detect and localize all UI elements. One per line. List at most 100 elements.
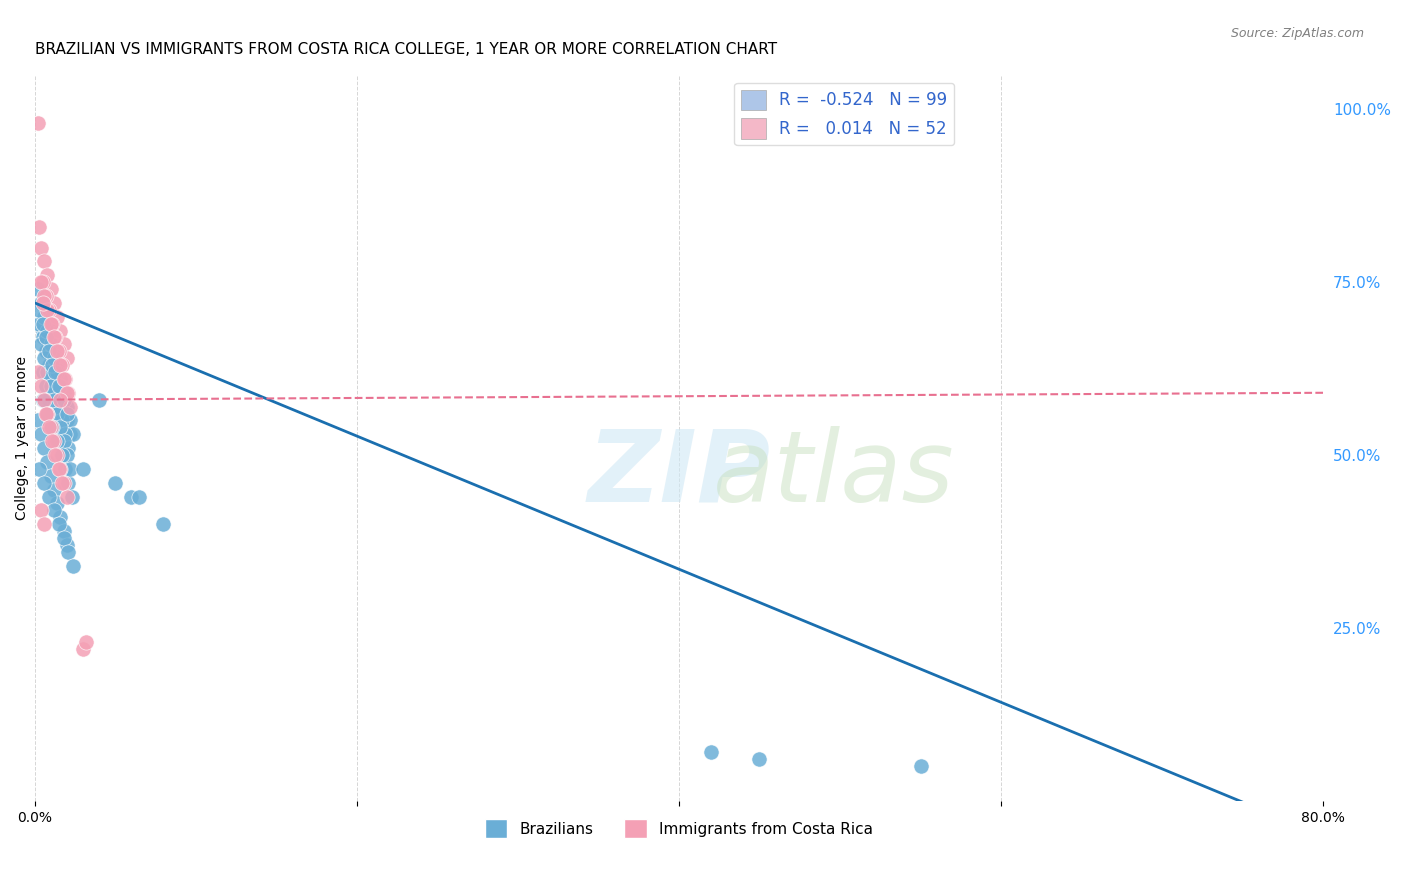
Point xyxy=(51,475,73,490)
Point xyxy=(27,116,49,130)
Point xyxy=(46,358,69,372)
Point xyxy=(37,302,59,317)
Point xyxy=(62,427,84,442)
Point xyxy=(32,289,55,303)
Point xyxy=(52,524,75,538)
Point xyxy=(49,392,72,407)
Point xyxy=(49,392,72,407)
Point xyxy=(55,385,77,400)
Point xyxy=(30,296,52,310)
Point xyxy=(30,379,52,393)
Text: BRAZILIAN VS IMMIGRANTS FROM COSTA RICA COLLEGE, 1 YEAR OR MORE CORRELATION CHAR: BRAZILIAN VS IMMIGRANTS FROM COSTA RICA … xyxy=(35,42,776,57)
Point xyxy=(49,324,72,338)
Point xyxy=(72,462,94,476)
Point xyxy=(44,420,66,434)
Point xyxy=(53,462,76,476)
Point xyxy=(27,365,49,379)
Point xyxy=(52,337,75,351)
Point xyxy=(53,372,76,386)
Point xyxy=(49,462,72,476)
Point xyxy=(55,407,77,421)
Point xyxy=(37,407,59,421)
Point xyxy=(59,400,82,414)
Point xyxy=(37,365,59,379)
Point xyxy=(37,455,59,469)
Point xyxy=(30,427,52,442)
Point xyxy=(35,379,58,393)
Point xyxy=(49,379,72,393)
Point xyxy=(27,413,49,427)
Point xyxy=(32,441,55,455)
Point xyxy=(38,420,60,434)
Point xyxy=(59,413,82,427)
Point xyxy=(49,510,72,524)
Legend: Brazilians, Immigrants from Costa Rica: Brazilians, Immigrants from Costa Rica xyxy=(478,814,879,844)
Point xyxy=(700,746,723,760)
Point xyxy=(31,392,53,407)
Point xyxy=(55,448,77,462)
Point xyxy=(28,317,51,331)
Point xyxy=(44,385,66,400)
Point xyxy=(60,490,83,504)
Point xyxy=(62,558,84,573)
Point xyxy=(39,324,62,338)
Point xyxy=(44,448,66,462)
Point xyxy=(41,407,63,421)
Point xyxy=(55,400,77,414)
Point xyxy=(39,468,62,483)
Point xyxy=(37,268,59,283)
Point xyxy=(39,317,62,331)
Point xyxy=(52,400,75,414)
Point xyxy=(30,240,52,254)
Point xyxy=(52,385,75,400)
Point xyxy=(38,344,60,359)
Point xyxy=(37,324,59,338)
Point xyxy=(32,310,55,324)
Point xyxy=(37,310,59,324)
Point xyxy=(55,490,77,504)
Point xyxy=(35,330,58,344)
Point xyxy=(910,759,932,773)
Point xyxy=(104,475,127,490)
Point xyxy=(48,400,70,414)
Point xyxy=(32,351,55,366)
Point xyxy=(39,282,62,296)
Point xyxy=(55,413,77,427)
Point xyxy=(72,641,94,656)
Point xyxy=(46,344,69,359)
Point xyxy=(41,358,63,372)
Point xyxy=(46,407,69,421)
Point xyxy=(42,344,65,359)
Point xyxy=(48,344,70,359)
Point xyxy=(46,434,69,449)
Point xyxy=(48,462,70,476)
Point xyxy=(28,462,51,476)
Point xyxy=(38,490,60,504)
Y-axis label: College, 1 year or more: College, 1 year or more xyxy=(15,356,30,520)
Point xyxy=(52,475,75,490)
Point xyxy=(46,496,69,510)
Point xyxy=(35,289,58,303)
Point xyxy=(44,365,66,379)
Point xyxy=(51,413,73,427)
Point xyxy=(52,531,75,545)
Point xyxy=(52,392,75,407)
Point xyxy=(39,337,62,351)
Point xyxy=(49,420,72,434)
Point xyxy=(38,392,60,407)
Point xyxy=(58,475,80,490)
Point xyxy=(49,358,72,372)
Point xyxy=(52,372,75,386)
Point xyxy=(128,490,150,504)
Point xyxy=(32,254,55,268)
Point xyxy=(58,385,80,400)
Point xyxy=(52,434,75,449)
Point xyxy=(41,317,63,331)
Point xyxy=(42,483,65,497)
Point xyxy=(120,490,142,504)
Point xyxy=(46,365,69,379)
Point xyxy=(32,517,55,532)
Point xyxy=(28,302,51,317)
Point xyxy=(31,330,53,344)
Point xyxy=(32,475,55,490)
